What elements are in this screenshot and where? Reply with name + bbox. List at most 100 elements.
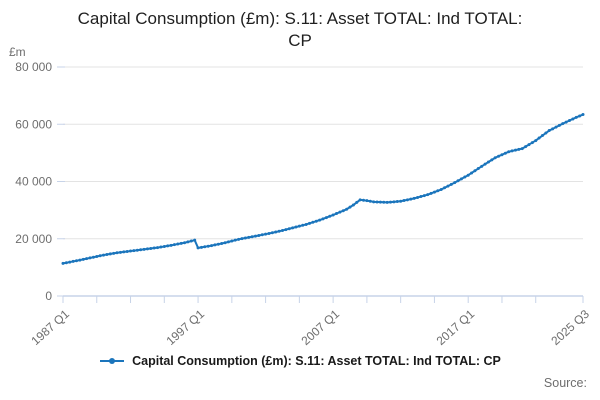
data-point-marker [551,127,555,131]
data-point-marker [463,175,467,179]
data-point-marker [199,245,203,249]
data-point-marker [264,232,268,236]
data-point-marker [439,188,443,192]
data-point-marker [436,189,440,193]
data-point-marker [470,171,474,175]
data-point-marker [162,244,166,248]
legend[interactable]: Capital Consumption (£m): S.11: Asset TO… [0,354,600,368]
data-point-marker [537,136,541,140]
data-point-marker [297,224,301,228]
data-point-marker [581,113,585,117]
data-point-marker [324,216,328,220]
data-point-marker [507,150,511,154]
x-tick-label: 2017 Q1 [434,307,478,348]
y-tick-label: 40 000 [15,175,52,189]
data-point-marker [432,190,436,194]
y-tick-label: 80 000 [15,60,52,74]
data-point-marker [81,257,85,261]
data-point-marker [291,226,295,230]
x-tick-label: 2007 Q1 [299,307,343,348]
data-point-marker [105,252,109,256]
data-point-marker [112,251,116,255]
chart-title-line2: CP [288,30,312,50]
data-point-marker [243,236,247,240]
data-point-marker [311,220,315,224]
data-point-marker [301,223,305,227]
data-point-marker [362,198,366,202]
data-point-marker [257,233,261,237]
data-point-marker [210,244,214,248]
data-point-marker [267,231,271,235]
data-point-marker [540,134,544,138]
data-point-marker [179,241,183,245]
data-point-marker [193,238,197,242]
data-point-marker [345,207,349,211]
data-point-marker [456,179,460,183]
data-point-marker [453,181,457,185]
data-point-marker [389,200,393,204]
data-point-marker [385,200,389,204]
data-point-marker [108,252,112,256]
data-point-marker [500,153,504,157]
data-point-marker [534,139,538,143]
data-point-marker [348,205,352,209]
data-point-marker [88,256,92,260]
data-point-marker [375,200,379,204]
data-point-marker [125,249,129,253]
data-point-marker [156,246,160,250]
data-point-marker [493,156,497,160]
data-point-marker [571,117,575,121]
data-point-marker [426,193,430,197]
data-point-marker [544,131,548,135]
data-point-marker [358,198,362,202]
data-point-marker [473,169,477,173]
data-point-marker [226,240,230,244]
data-point-marker [490,158,494,162]
data-point-marker [446,184,450,188]
data-point-marker [497,154,501,158]
data-point-marker [547,129,551,133]
data-point-marker [409,197,413,201]
data-point-marker [331,213,335,217]
data-point-marker [186,240,190,244]
data-point-marker [574,115,578,119]
data-point-marker [402,199,406,203]
data-point-marker [365,199,369,203]
data-point-marker [429,191,433,195]
data-point-marker [335,212,339,216]
x-tick-label: 1987 Q1 [28,307,72,348]
data-point-marker [314,219,318,223]
source-text: Source: [543,376,587,390]
data-point-marker [118,250,122,254]
y-axis-unit-label: £m [9,45,26,59]
data-point-marker [91,255,95,259]
data-point-marker [341,209,345,213]
legend-series-icon [100,358,125,364]
data-point-marker [216,242,220,246]
data-point-marker [159,245,163,249]
data-point-marker [459,177,463,181]
data-point-marker [405,198,409,202]
data-point-marker [351,203,355,207]
data-point-marker [135,248,139,252]
data-point-marker [466,173,470,177]
data-point-marker [416,195,420,199]
y-tick-label: 20 000 [15,232,52,246]
data-point-marker [419,195,423,199]
data-point-marker [183,241,187,245]
data-point-marker [64,261,68,265]
data-point-marker [321,217,325,221]
data-point-marker [318,218,322,222]
data-point-marker [422,194,426,198]
data-point-marker [233,238,237,242]
data-point-marker [172,243,176,247]
data-point-marker [368,199,372,203]
data-point-marker [382,200,386,204]
data-point-marker [169,243,173,247]
data-point-marker [554,125,558,129]
data-point-marker [152,246,156,250]
data-point-marker [139,248,143,252]
data-point-marker [280,228,284,232]
data-point-marker [372,200,376,204]
